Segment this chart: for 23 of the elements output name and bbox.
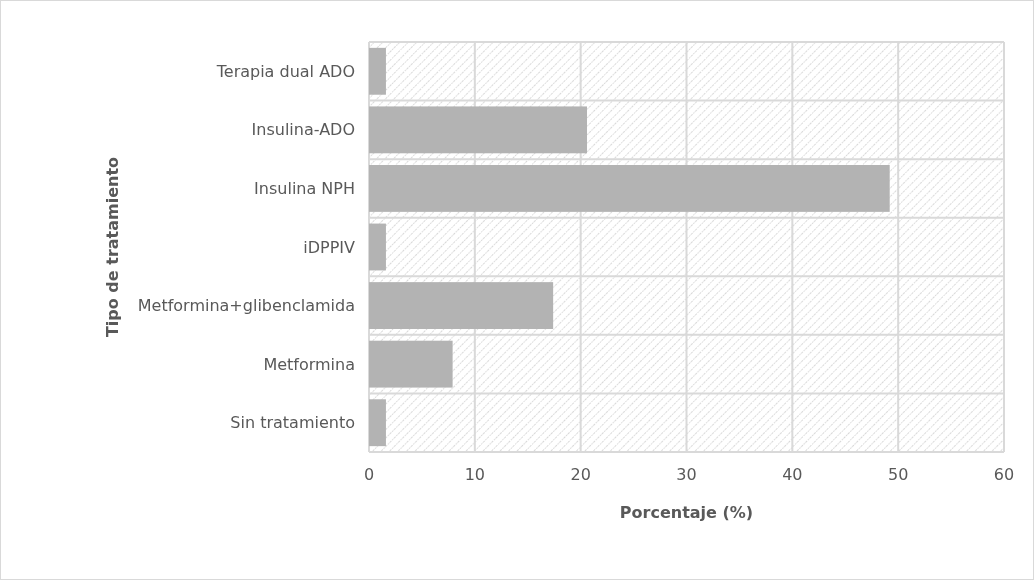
y-tick-label: Metformina+glibenclamida	[137, 296, 355, 316]
x-tick-label: 0	[363, 465, 375, 484]
bar	[369, 223, 386, 271]
bar	[369, 106, 588, 154]
y-tick-label: iDPPIV	[303, 237, 356, 257]
bar	[369, 47, 386, 95]
y-tick-label: Sin tratamiento	[230, 413, 355, 433]
x-tick-label: 30	[676, 465, 697, 484]
x-axis-title: Porcentaje (%)	[619, 503, 754, 522]
bar	[369, 399, 386, 447]
bar	[369, 165, 890, 212]
y-tick-label: Insulina NPH	[254, 179, 355, 199]
x-tick-label: 20	[570, 465, 591, 484]
y-tick-label: Insulina-ADO	[251, 120, 355, 140]
x-tick-label: 10	[464, 465, 486, 484]
x-tick-label: 60	[993, 465, 1015, 484]
y-axis-title: Tipo de tratamiento	[103, 156, 122, 338]
x-tick-label: 50	[887, 465, 909, 484]
bar	[369, 340, 453, 388]
y-tick-label: Metformina	[263, 354, 355, 374]
bar	[369, 282, 554, 329]
x-tick-label: 40	[782, 465, 803, 484]
y-tick-label: Terapia dual ADO	[215, 61, 355, 81]
